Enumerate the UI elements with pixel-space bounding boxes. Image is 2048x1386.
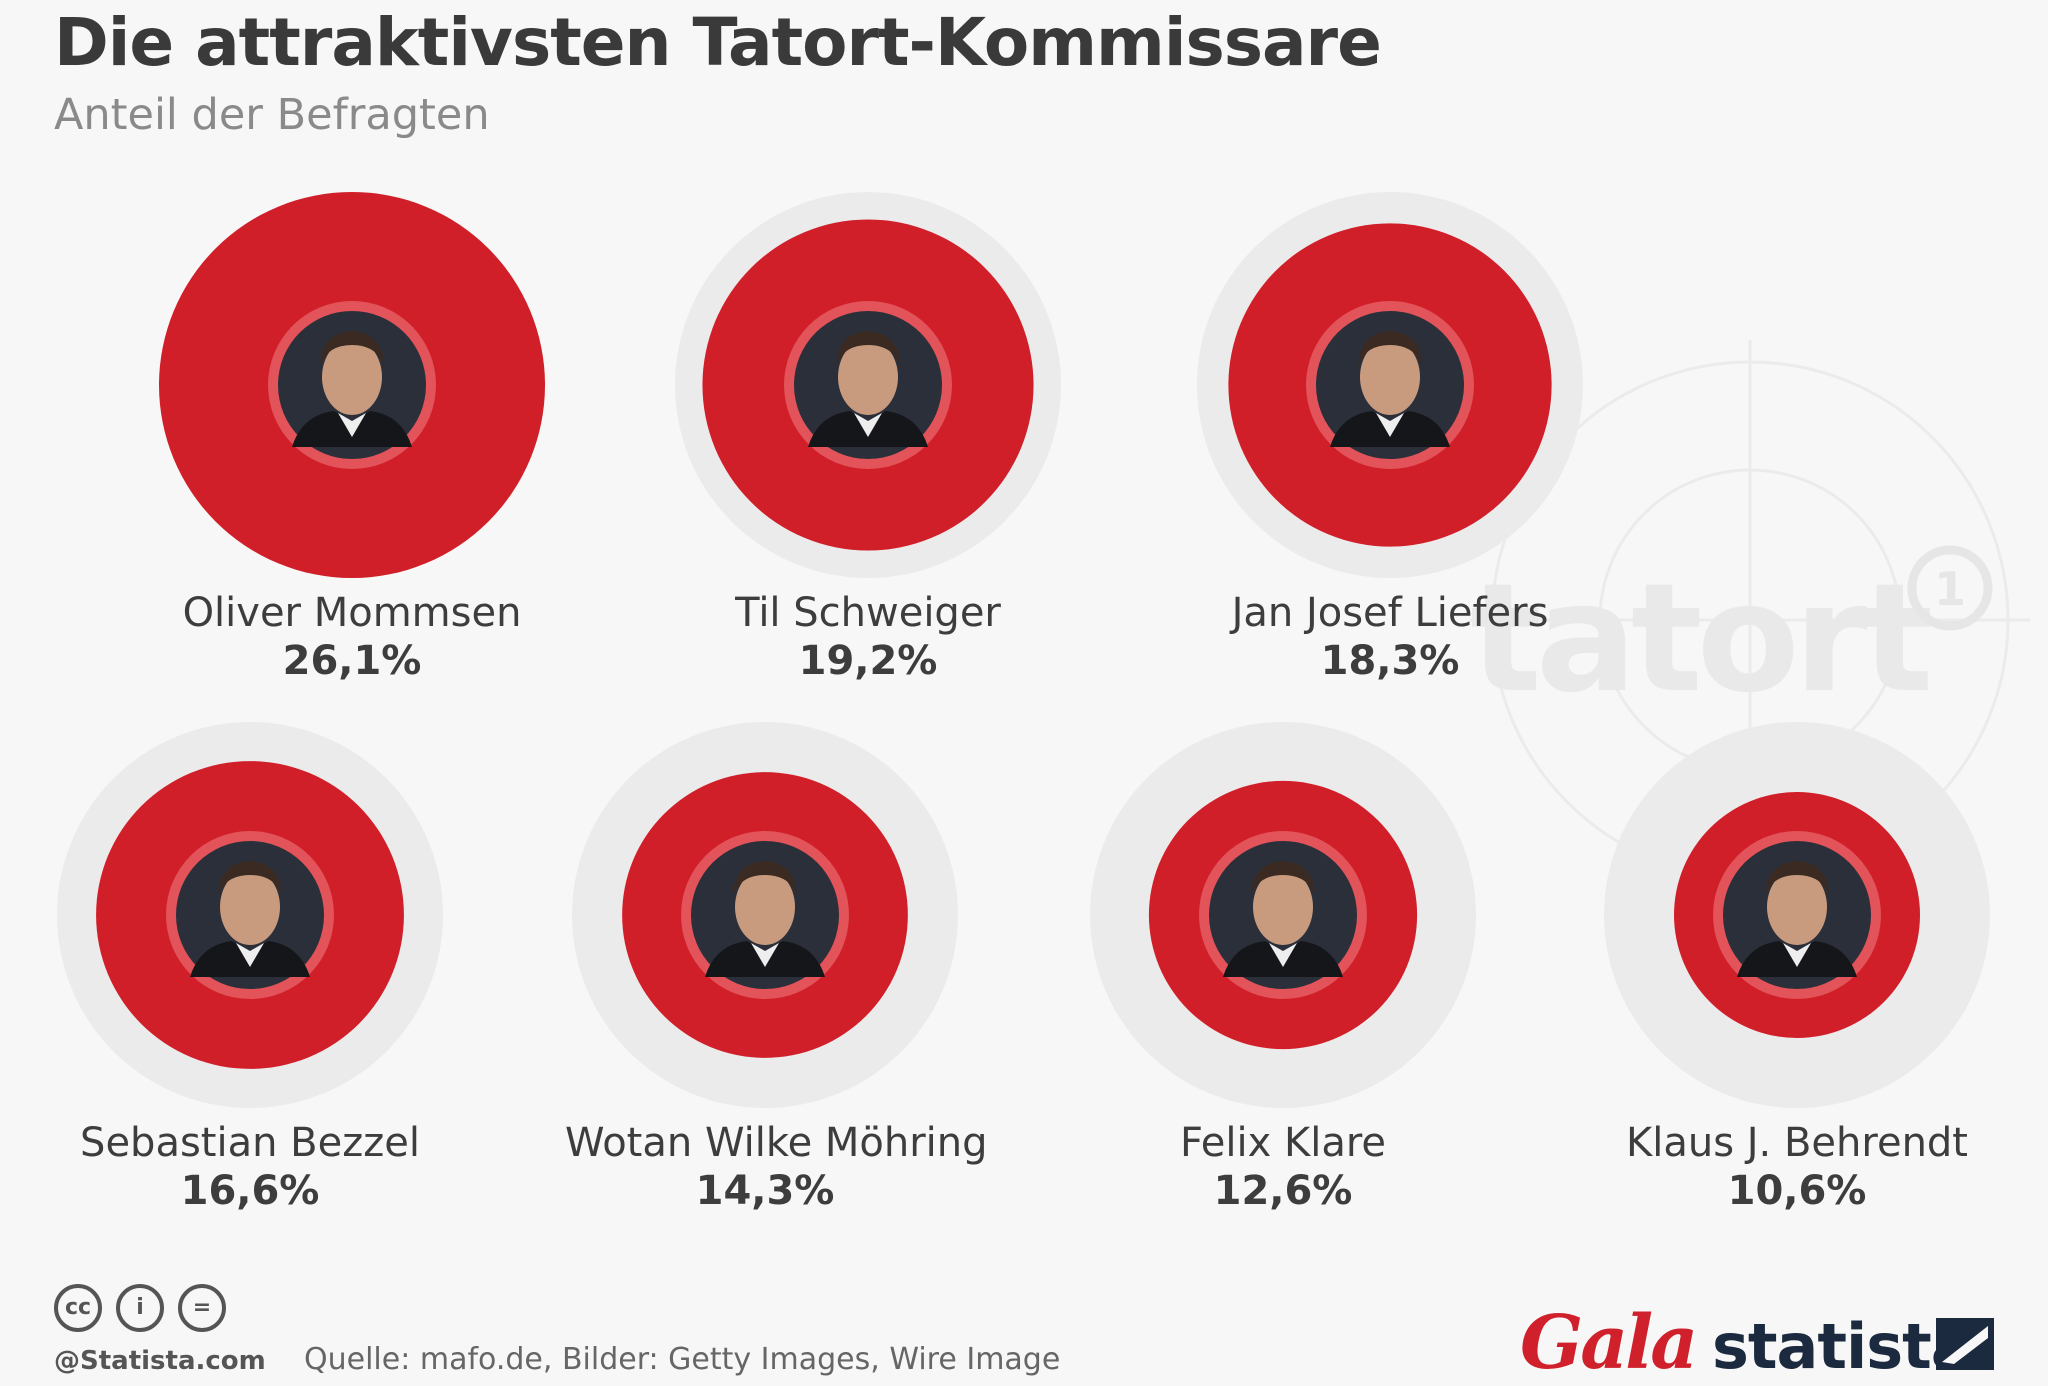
- portrait-photo: [278, 311, 426, 459]
- bubble-graphic: [1090, 722, 1476, 1108]
- portrait-photo: [1723, 841, 1871, 989]
- statista-logo[interactable]: statista: [1712, 1310, 1973, 1383]
- bubble-value-label: 16,6%: [180, 1168, 320, 1214]
- page-title: Die attraktivsten Tatort-Kommissare: [54, 4, 1382, 81]
- das-erste-logo-icon: 1: [1907, 545, 1993, 631]
- bubble-name-label: Wotan Wilke Möhring: [565, 1120, 988, 1166]
- bubble-value-label: 12,6%: [1213, 1168, 1353, 1214]
- portrait-photo: [176, 841, 324, 989]
- nd-icon[interactable]: =: [178, 1284, 226, 1332]
- license-icons: cc i =: [54, 1284, 240, 1332]
- bubble-graphic: [1604, 722, 1990, 1108]
- bubble-value-label: 19,2%: [798, 638, 938, 684]
- portrait-photo: [1316, 311, 1464, 459]
- gala-logo[interactable]: Gala: [1520, 1300, 1698, 1386]
- bubble-name-label: Sebastian Bezzel: [80, 1120, 420, 1166]
- bubble-graphic: [1197, 192, 1583, 578]
- bubble-value-label: 14,3%: [695, 1168, 835, 1214]
- copyright-text: @Statista.com: [54, 1346, 266, 1376]
- page-subtitle: Anteil der Befragten: [54, 90, 490, 140]
- bubble-graphic: [57, 722, 443, 1108]
- statista-logo-icon: [1936, 1318, 1994, 1370]
- bubble-name-label: Felix Klare: [1179, 1120, 1387, 1166]
- portrait-photo: [794, 311, 942, 459]
- portrait-photo: [691, 841, 839, 989]
- source-text: Quelle: mafo.de, Bilder: Getty Images, W…: [304, 1342, 1061, 1377]
- bubble-name-label: Til Schweiger: [735, 590, 1001, 636]
- cc-icon[interactable]: cc: [54, 1284, 102, 1332]
- portrait-photo: [1209, 841, 1357, 989]
- bubble-value-label: 26,1%: [282, 638, 422, 684]
- bubble-graphic: [572, 722, 958, 1108]
- by-icon[interactable]: i: [116, 1284, 164, 1332]
- bubble-name-label: Klaus J. Behrendt: [1626, 1120, 1968, 1166]
- bubble-value-label: 18,3%: [1320, 638, 1460, 684]
- bubble-value-label: 10,6%: [1727, 1168, 1867, 1214]
- svg-text:1: 1: [1934, 562, 1966, 616]
- bubble-name-label: Jan Josef Liefers: [1231, 590, 1549, 636]
- bubble-graphic: [159, 192, 545, 578]
- bubble-name-label: Oliver Mommsen: [182, 590, 522, 636]
- bubble-graphic: [675, 192, 1061, 578]
